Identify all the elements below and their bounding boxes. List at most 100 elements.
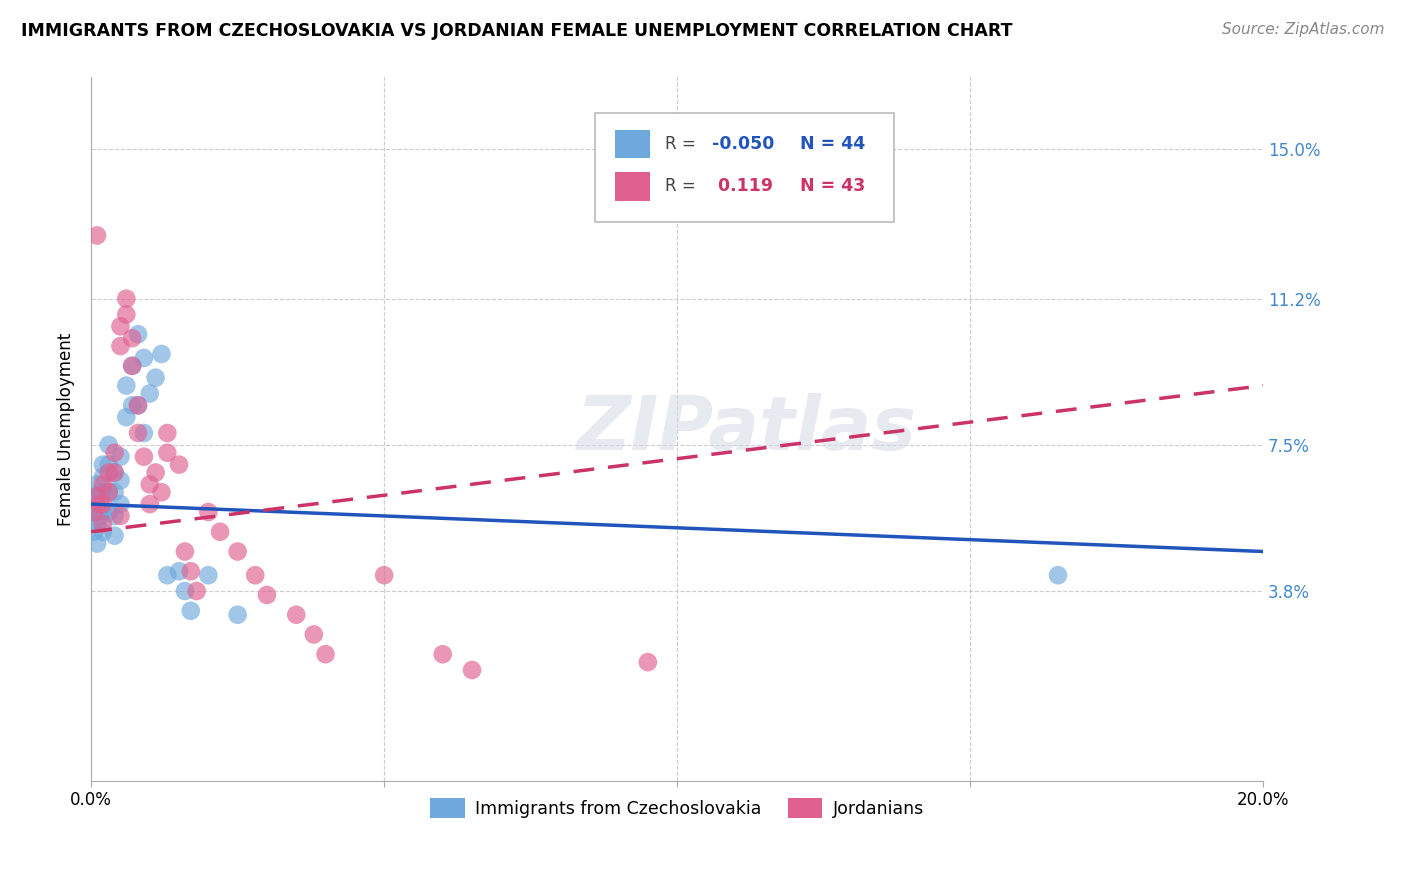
Point (167, 564, 190, 578)
Point (127, 398, 149, 412)
Point (226, 544, 249, 558)
FancyBboxPatch shape (595, 112, 894, 221)
FancyBboxPatch shape (614, 130, 650, 158)
FancyBboxPatch shape (614, 172, 650, 201)
Point (145, 466, 167, 480)
Point (209, 524, 232, 539)
Point (97, 505, 120, 519)
Point (91, 469, 114, 483)
Point (97, 485, 120, 500)
Point (97, 466, 120, 480)
Point (115, 378, 138, 392)
Text: 0.119: 0.119 (713, 178, 773, 195)
Point (150, 485, 173, 500)
Point (110, 474, 132, 488)
Legend: Immigrants from Czechoslovakia, Jordanians: Immigrants from Czechoslovakia, Jordania… (423, 791, 931, 825)
Point (104, 485, 127, 500)
Point (89, 497, 111, 511)
Point (245, 568, 267, 582)
Point (121, 359, 143, 373)
Text: R =: R = (665, 136, 702, 153)
Point (91, 477, 114, 491)
Point (86, 536, 108, 550)
Point (84, 497, 107, 511)
Text: N = 43: N = 43 (800, 178, 866, 195)
Point (145, 370, 167, 384)
Point (226, 607, 249, 622)
Point (302, 627, 325, 641)
Point (83, 505, 105, 519)
Point (104, 466, 127, 480)
Point (315, 647, 337, 661)
Point (86, 505, 108, 519)
Point (97, 485, 120, 500)
Point (83, 505, 105, 519)
Point (91, 485, 114, 500)
Point (121, 359, 143, 373)
Point (139, 477, 162, 491)
Text: IMMIGRANTS FROM CZECHOSLOVAKIA VS JORDANIAN FEMALE UNEMPLOYMENT CORRELATION CHAR: IMMIGRANTS FROM CZECHOSLOVAKIA VS JORDAN… (21, 22, 1012, 40)
Point (110, 450, 132, 464)
Y-axis label: Female Unemployment: Female Unemployment (58, 333, 75, 525)
Point (91, 497, 114, 511)
Text: ZIPatlas: ZIPatlas (578, 392, 918, 466)
Point (167, 458, 190, 472)
Text: N = 44: N = 44 (800, 136, 866, 153)
Point (174, 584, 197, 599)
Point (156, 425, 179, 440)
Point (373, 568, 395, 582)
Point (83, 524, 105, 539)
Point (180, 564, 202, 578)
Point (115, 292, 138, 306)
Point (127, 398, 149, 412)
Point (86, 489, 108, 503)
Text: R =: R = (665, 178, 702, 195)
Point (285, 607, 308, 622)
Point (139, 386, 162, 401)
Point (156, 568, 179, 582)
Point (97, 458, 120, 472)
Point (432, 647, 454, 661)
Point (132, 351, 155, 365)
Point (127, 425, 149, 440)
Point (256, 588, 278, 602)
Point (91, 505, 114, 519)
Point (86, 516, 108, 531)
Point (89, 485, 111, 500)
Point (89, 508, 111, 523)
Point (110, 508, 132, 523)
Point (104, 508, 127, 523)
Point (86, 477, 108, 491)
Point (104, 446, 127, 460)
Point (110, 339, 132, 353)
Point (104, 466, 127, 480)
Point (110, 497, 132, 511)
Point (91, 516, 114, 531)
Point (110, 319, 132, 334)
Point (115, 410, 138, 425)
Point (132, 425, 155, 440)
Point (180, 604, 202, 618)
Point (637, 655, 659, 669)
Point (104, 529, 127, 543)
Point (86, 228, 108, 243)
Point (121, 398, 143, 412)
Point (91, 458, 114, 472)
Point (91, 524, 114, 539)
Point (174, 544, 197, 558)
Point (132, 450, 155, 464)
Point (156, 446, 179, 460)
Point (150, 347, 173, 361)
Point (186, 584, 208, 599)
Text: Source: ZipAtlas.com: Source: ZipAtlas.com (1222, 22, 1385, 37)
Point (139, 497, 162, 511)
Point (197, 505, 219, 519)
Point (121, 331, 143, 345)
Point (1046, 568, 1069, 582)
Point (197, 568, 219, 582)
Point (115, 308, 138, 322)
Text: -0.050: -0.050 (713, 136, 775, 153)
Point (461, 663, 484, 677)
Point (127, 327, 149, 342)
Point (86, 489, 108, 503)
